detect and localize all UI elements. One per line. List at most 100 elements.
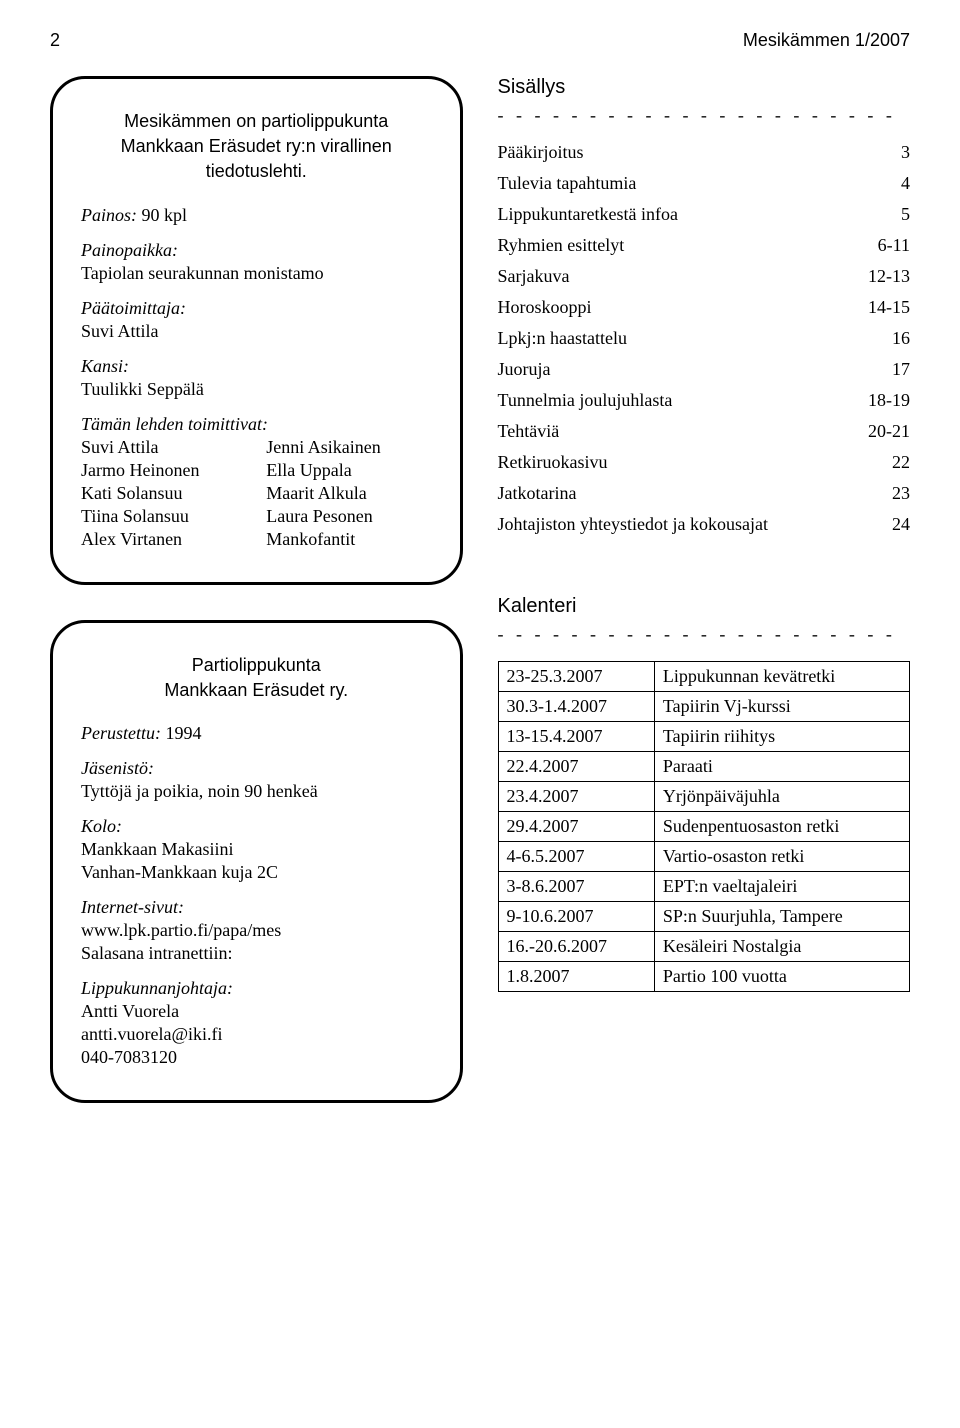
table-row: 22.4.2007Paraati xyxy=(498,752,910,782)
sisallys-heading: Sisällys xyxy=(498,76,911,99)
editor-name: Suvi Attila xyxy=(81,437,246,458)
calendar-date: 3-8.6.2007 xyxy=(498,872,654,902)
painos-value: 90 kpl xyxy=(142,205,188,225)
calendar-date: 1.8.2007 xyxy=(498,962,654,992)
label-text: Perustettu: xyxy=(81,723,161,743)
toc-page: 20-21 xyxy=(868,421,910,442)
johtaja-name: Antti Vuorela xyxy=(81,1001,432,1022)
calendar-event: Lippukunnan kevätretki xyxy=(654,662,909,692)
toc-label: Juoruja xyxy=(498,359,551,380)
org-title-line: Mankkaan Eräsudet ry. xyxy=(81,678,432,703)
kansi-label: Kansi: xyxy=(81,356,432,377)
calendar-event: EPT:n vaeltajaleiri xyxy=(654,872,909,902)
table-row: 23.4.2007Yrjönpäiväjuhla xyxy=(498,782,910,812)
org-title-line: Partiolippukunta xyxy=(81,653,432,678)
editor-name: Ella Uppala xyxy=(266,460,431,481)
toc-label: Ryhmien esittelyt xyxy=(498,235,625,256)
toc-page: 24 xyxy=(892,514,910,535)
page: 2 Mesikämmen 1/2007 Mesikämmen on partio… xyxy=(0,0,960,1188)
toc-label: Tehtäviä xyxy=(498,421,560,442)
toc-page: 14-15 xyxy=(868,297,910,318)
calendar-date: 23-25.3.2007 xyxy=(498,662,654,692)
table-row: 4-6.5.2007Vartio-osaston retki xyxy=(498,842,910,872)
editors-columns: Suvi Attila Jarmo Heinonen Kati Solansuu… xyxy=(81,437,432,552)
calendar-table: 23-25.3.2007Lippukunnan kevätretki30.3-1… xyxy=(498,661,911,992)
calendar-date: 16.-20.6.2007 xyxy=(498,932,654,962)
org-box: Partiolippukunta Mankkaan Eräsudet ry. P… xyxy=(50,620,463,1103)
toc-label: Tulevia tapahtumia xyxy=(498,173,637,194)
dashes: - - - - - - - - - - - - - - - - - - - - … xyxy=(498,105,911,126)
editors-left: Suvi Attila Jarmo Heinonen Kati Solansuu… xyxy=(81,437,246,552)
imprint-box: Mesikämmen on partiolippukunta Mankkaan … xyxy=(50,76,463,585)
toc-page: 23 xyxy=(892,483,910,504)
toc-row: Johtajiston yhteystiedot ja kokousajat24 xyxy=(498,514,911,535)
toc-label: Retkiruokasivu xyxy=(498,452,608,473)
table-row: 23-25.3.2007Lippukunnan kevätretki xyxy=(498,662,910,692)
editor-name: Tiina Solansuu xyxy=(81,506,246,527)
calendar-date: 9-10.6.2007 xyxy=(498,902,654,932)
toc-label: Lpkj:n haastattelu xyxy=(498,328,627,349)
right-column: Sisällys - - - - - - - - - - - - - - - -… xyxy=(498,76,911,1138)
toc-row: Juoruja17 xyxy=(498,359,911,380)
toc-row: Retkiruokasivu 22 xyxy=(498,452,911,473)
imprint-title: Mesikämmen on partiolippukunta Mankkaan … xyxy=(81,109,432,185)
toc-label: Tunnelmia joulujuhlasta xyxy=(498,390,673,411)
toc-label: Sarjakuva xyxy=(498,266,570,287)
toc-row: Tunnelmia joulujuhlasta18-19 xyxy=(498,390,911,411)
page-header: 2 Mesikämmen 1/2007 xyxy=(50,30,910,51)
table-row: 9-10.6.2007SP:n Suurjuhla, Tampere xyxy=(498,902,910,932)
toc-list: Pääkirjoitus3 Tulevia tapahtumia4 Lippukun… xyxy=(498,142,911,535)
imprint-title-line: Mankkaan Eräsudet ry:n virallinen xyxy=(81,134,432,159)
johtaja-phone: 040-7083120 xyxy=(81,1047,432,1068)
johtaja-label: Lippukunnanjohtaja: xyxy=(81,978,432,999)
toc-row: Jatkotarina23 xyxy=(498,483,911,504)
toc-page: 16 xyxy=(892,328,910,349)
table-row: 1.8.2007Partio 100 vuotta xyxy=(498,962,910,992)
calendar-date: 22.4.2007 xyxy=(498,752,654,782)
calendar-date: 4-6.5.2007 xyxy=(498,842,654,872)
toc-row: Tulevia tapahtumia4 xyxy=(498,173,911,194)
internet-label: Internet-sivut: xyxy=(81,897,432,918)
editor-name: Alex Virtanen xyxy=(81,529,246,550)
toc-row: Pääkirjoitus3 xyxy=(498,142,911,163)
calendar-event: Tapiirin Vj-kurssi xyxy=(654,692,909,722)
toc-row: Sarjakuva12-13 xyxy=(498,266,911,287)
toc-row: Ryhmien esittelyt 6-11 xyxy=(498,235,911,256)
calendar-event: Yrjönpäiväjuhla xyxy=(654,782,909,812)
table-row: 3-8.6.2007EPT:n vaeltajaleiri xyxy=(498,872,910,902)
toc-label: Pääkirjoitus xyxy=(498,142,584,163)
calendar-event: SP:n Suurjuhla, Tampere xyxy=(654,902,909,932)
editors-right: Jenni Asikainen Ella Uppala Maarit Alkul… xyxy=(266,437,431,552)
toc-row: Tehtäviä 20-21 xyxy=(498,421,911,442)
table-row: 16.-20.6.2007Kesäleiri Nostalgia xyxy=(498,932,910,962)
calendar-date: 23.4.2007 xyxy=(498,782,654,812)
calendar-date: 30.3-1.4.2007 xyxy=(498,692,654,722)
imprint-title-line: tiedotuslehti. xyxy=(81,159,432,184)
kolo-value: Vanhan-Mankkaan kuja 2C xyxy=(81,862,432,883)
perustettu-label: Perustettu: 1994 xyxy=(81,723,432,744)
kalenteri-heading: Kalenteri xyxy=(498,595,911,618)
editor-name: Jenni Asikainen xyxy=(266,437,431,458)
table-row: 30.3-1.4.2007Tapiirin Vj-kurssi xyxy=(498,692,910,722)
calendar-event: Vartio-osaston retki xyxy=(654,842,909,872)
toc-page: 22 xyxy=(892,452,910,473)
imprint-title-line: Mesikämmen on partiolippukunta xyxy=(81,109,432,134)
kansi-value: Tuulikki Seppälä xyxy=(81,379,432,400)
toc-page: 6-11 xyxy=(878,235,910,256)
editor-name: Kati Solansuu xyxy=(81,483,246,504)
jasenisto-label: Jäsenistö: xyxy=(81,758,432,779)
label-text: Painos: xyxy=(81,205,137,225)
left-column: Mesikämmen on partiolippukunta Mankkaan … xyxy=(50,76,463,1138)
calendar-event: Paraati xyxy=(654,752,909,782)
internet-value: www.lpk.partio.fi/papa/mes xyxy=(81,920,432,941)
issue-label: Mesikämmen 1/2007 xyxy=(743,30,910,51)
jasenisto-value: Tyttöjä ja poikia, noin 90 henkeä xyxy=(81,781,432,802)
paatoimittaja-value: Suvi Attila xyxy=(81,321,432,342)
dashes: - - - - - - - - - - - - - - - - - - - - … xyxy=(498,624,911,645)
calendar-date: 13-15.4.2007 xyxy=(498,722,654,752)
calendar-event: Tapiirin riihitys xyxy=(654,722,909,752)
toc-label: Lippukuntaretkestä infoa xyxy=(498,204,678,225)
salasana-label: Salasana intranettiin: xyxy=(81,943,432,964)
editor-name: Jarmo Heinonen xyxy=(81,460,246,481)
calendar-event: Sudenpentuosaston retki xyxy=(654,812,909,842)
